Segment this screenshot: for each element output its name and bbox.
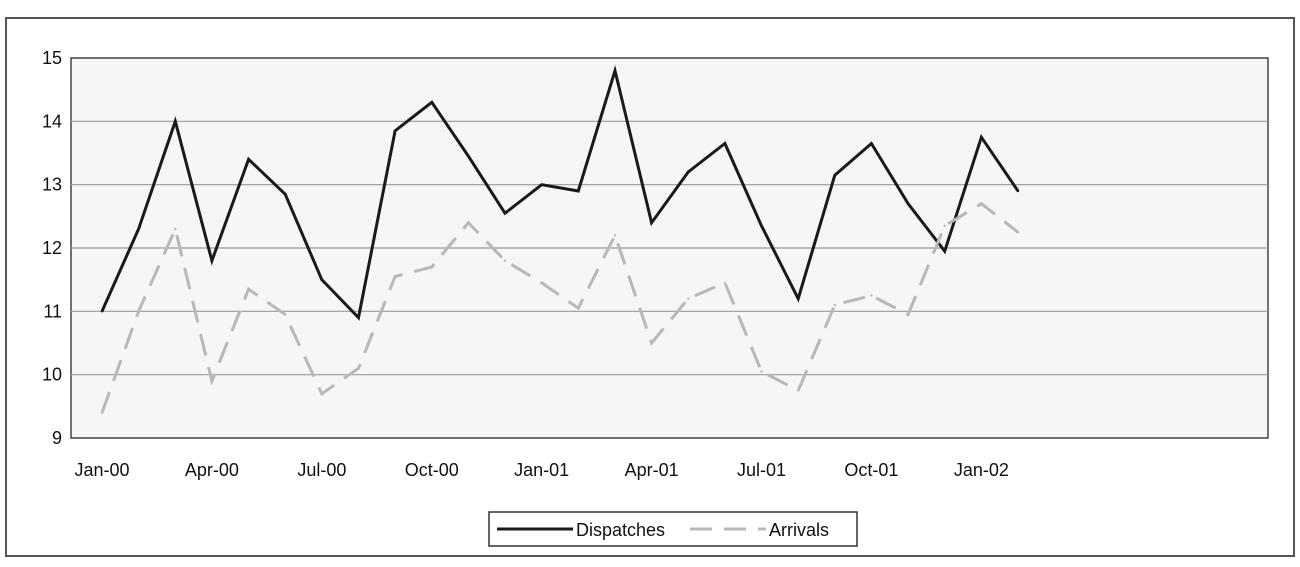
y-tick-label: 11 bbox=[43, 301, 62, 321]
data-point-dispatches bbox=[1016, 189, 1020, 193]
x-tick-label: Apr-01 bbox=[625, 460, 679, 480]
data-point-arrivals bbox=[503, 259, 507, 262]
data-point-arrivals bbox=[247, 287, 250, 291]
data-point-arrivals bbox=[100, 411, 104, 414]
data-point-dispatches bbox=[320, 278, 324, 281]
data-point-arrivals bbox=[174, 227, 177, 231]
data-point-dispatches bbox=[613, 69, 617, 72]
data-point-dispatches bbox=[650, 221, 653, 224]
data-point-arrivals bbox=[943, 224, 946, 228]
data-point-arrivals bbox=[357, 367, 360, 370]
data-point-dispatches bbox=[906, 202, 910, 205]
data-point-dispatches bbox=[137, 227, 140, 231]
series-line-arrivals bbox=[100, 201, 1019, 414]
data-point-dispatches bbox=[833, 173, 836, 177]
data-point-arrivals bbox=[833, 303, 836, 307]
gridlines bbox=[71, 120, 1268, 376]
data-point-arrivals bbox=[540, 281, 543, 285]
y-tick-label: 10 bbox=[42, 365, 62, 385]
series-line-dispatches bbox=[100, 65, 1020, 321]
data-point-dispatches bbox=[980, 135, 983, 139]
data-point-dispatches bbox=[467, 154, 470, 158]
data-point-arrivals bbox=[284, 313, 287, 316]
x-tick-label: Oct-01 bbox=[844, 460, 898, 480]
series-lines bbox=[100, 65, 1020, 414]
data-point-arrivals bbox=[980, 202, 983, 205]
data-point-arrivals bbox=[687, 297, 690, 300]
data-point-arrivals bbox=[650, 341, 653, 345]
y-tick-label: 13 bbox=[42, 175, 62, 195]
data-point-dispatches bbox=[760, 224, 763, 228]
y-tick-label: 15 bbox=[42, 48, 62, 68]
data-point-dispatches bbox=[503, 211, 507, 215]
data-point-arrivals bbox=[760, 370, 763, 373]
y-tick-label: 12 bbox=[42, 238, 62, 258]
data-point-arrivals bbox=[906, 313, 910, 316]
x-tick-label: Apr-00 bbox=[185, 460, 239, 480]
data-point-dispatches bbox=[430, 101, 433, 104]
data-point-arrivals bbox=[577, 306, 580, 310]
data-point-dispatches bbox=[943, 249, 946, 253]
data-point-arrivals bbox=[210, 379, 214, 383]
data-point-dispatches bbox=[577, 189, 580, 193]
data-point-arrivals bbox=[870, 294, 873, 297]
legend-label-dispatches: Dispatches bbox=[576, 520, 665, 540]
data-point-dispatches bbox=[540, 183, 543, 186]
x-tick-label: Oct-00 bbox=[405, 460, 459, 480]
data-point-arrivals bbox=[1016, 230, 1020, 234]
data-point-arrivals bbox=[796, 389, 800, 392]
data-point-dispatches bbox=[357, 316, 360, 319]
data-point-arrivals bbox=[320, 392, 324, 395]
data-point-arrivals bbox=[467, 221, 470, 224]
y-axis-ticks: 9 10 11 12 13 14 15 bbox=[42, 48, 62, 448]
x-tick-label: Jul-01 bbox=[737, 460, 786, 480]
x-tick-label: Jan-01 bbox=[514, 460, 569, 480]
data-point-arrivals bbox=[137, 310, 140, 313]
data-point-dispatches bbox=[393, 129, 397, 133]
data-point-dispatches bbox=[174, 120, 177, 123]
data-point-dispatches bbox=[210, 259, 214, 262]
y-tick-label: 14 bbox=[42, 111, 62, 131]
legend: Dispatches Arrivals bbox=[488, 511, 858, 547]
data-point-arrivals bbox=[393, 275, 397, 278]
x-tick-label: Jan-02 bbox=[954, 460, 1009, 480]
data-point-dispatches bbox=[723, 142, 727, 145]
data-point-dispatches bbox=[796, 297, 800, 300]
x-axis-ticks: Jan-00 Apr-00 Jul-00 Oct-00 Jan-01 Apr-01 Jul-… bbox=[74, 460, 1008, 480]
x-tick-label: Jul-00 bbox=[297, 460, 346, 480]
data-point-arrivals bbox=[723, 281, 727, 285]
data-point-dispatches bbox=[247, 158, 250, 161]
data-point-arrivals bbox=[430, 265, 433, 269]
y-tick-label: 9 bbox=[52, 428, 62, 448]
data-point-arrivals bbox=[613, 234, 617, 237]
x-tick-label: Jan-00 bbox=[74, 460, 129, 480]
data-point-dispatches bbox=[100, 310, 104, 313]
data-point-dispatches bbox=[870, 142, 873, 145]
data-point-dispatches bbox=[687, 170, 690, 174]
legend-label-arrivals: Arrivals bbox=[769, 520, 829, 540]
data-point-dispatches bbox=[284, 192, 287, 196]
